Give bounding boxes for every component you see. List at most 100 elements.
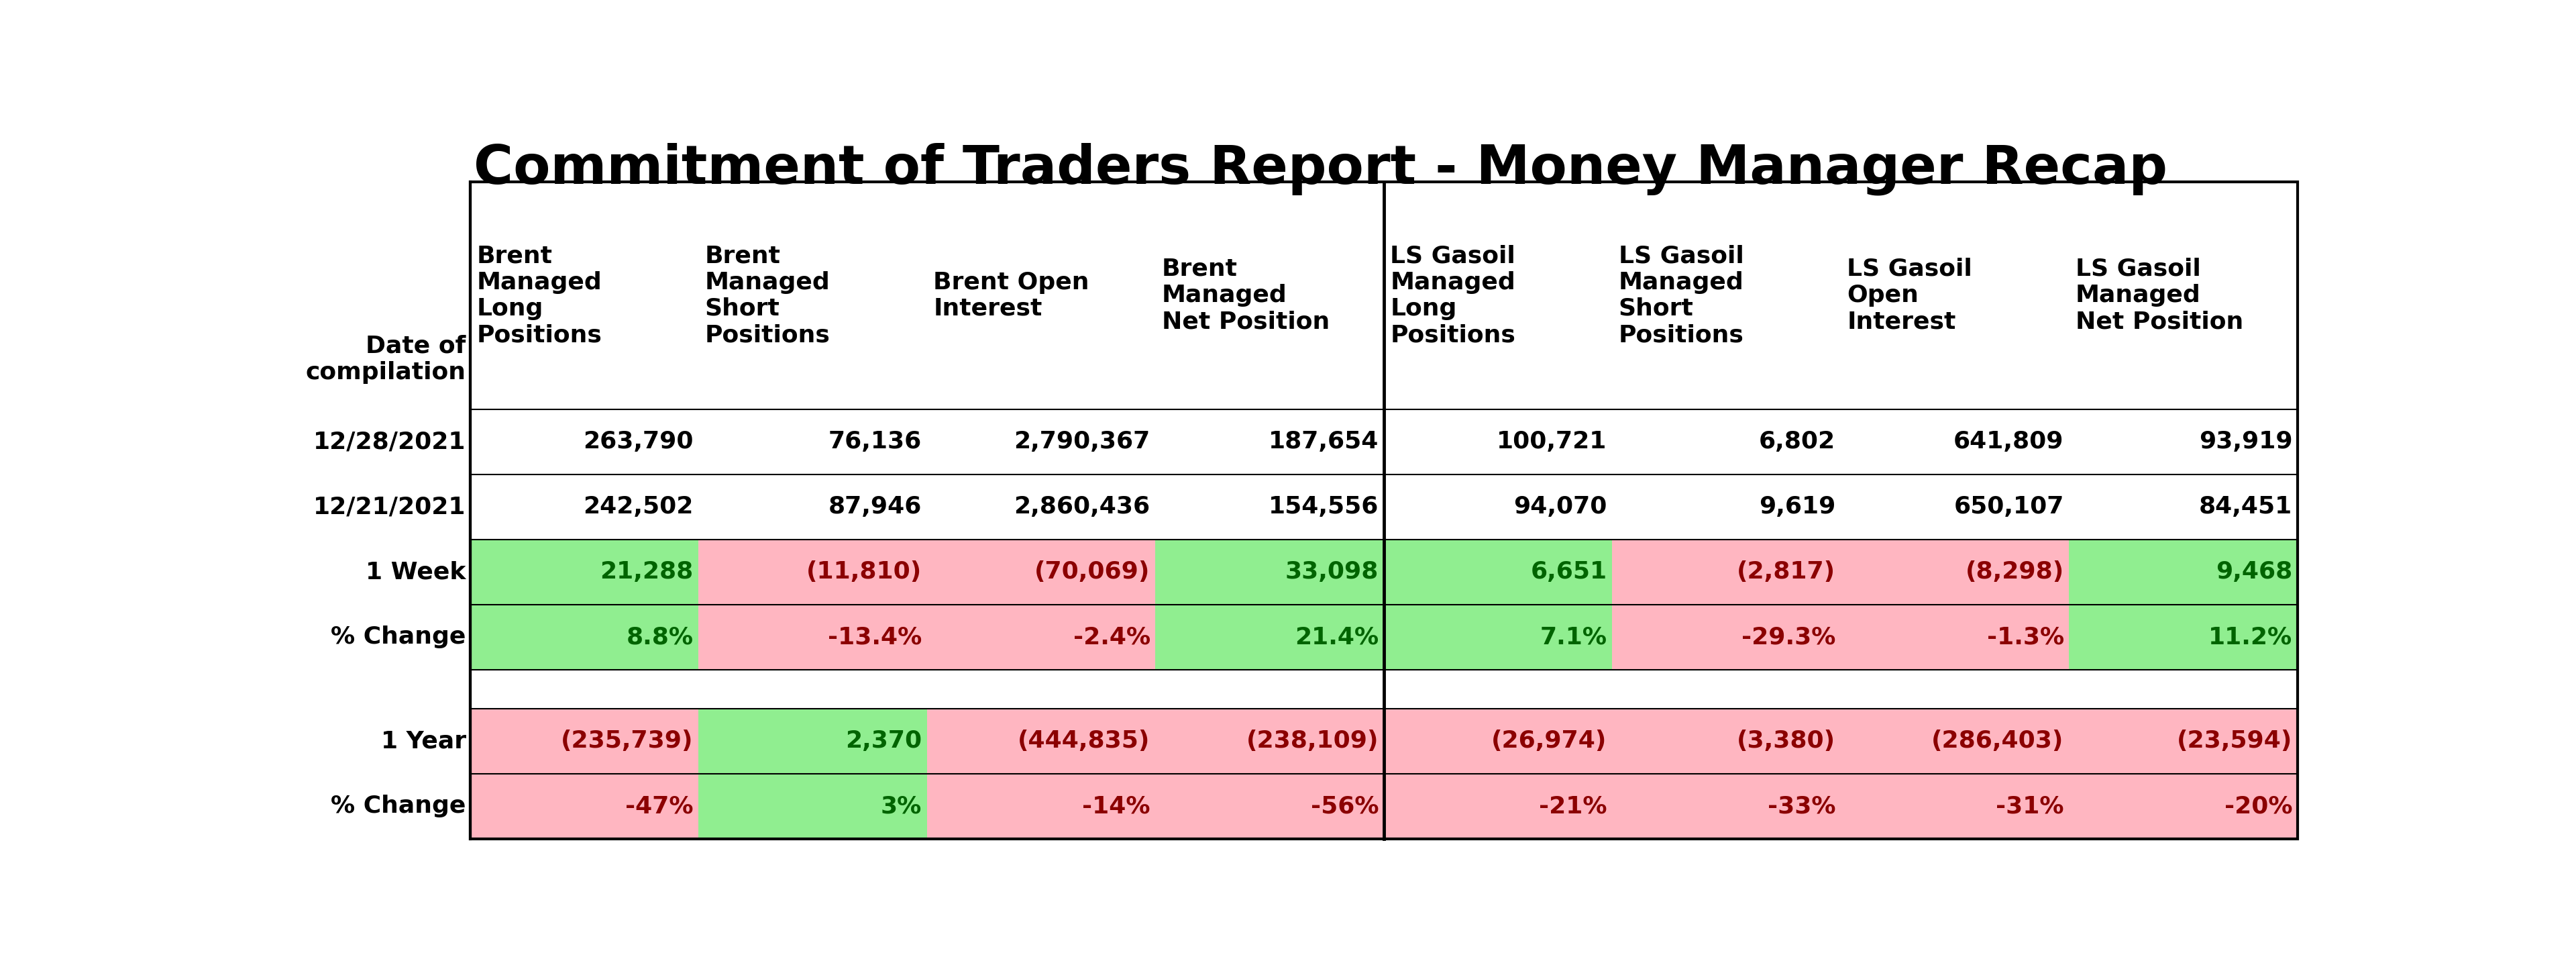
Bar	[471, 181, 2298, 410]
Bar	[322, 410, 471, 475]
Text: LS Gasoil
Managed
Short
Positions: LS Gasoil Managed Short Positions	[1618, 244, 1744, 347]
Bar	[1842, 539, 2069, 604]
Bar	[471, 709, 698, 774]
Text: 1 Week: 1 Week	[366, 560, 466, 583]
Text: (286,403): (286,403)	[1932, 730, 2063, 753]
Bar	[1842, 604, 2069, 670]
Text: 2,370: 2,370	[845, 730, 922, 753]
Bar	[2069, 774, 2298, 839]
Bar	[927, 774, 1157, 839]
Bar	[1157, 539, 1383, 604]
Text: (444,835): (444,835)	[1018, 730, 1151, 753]
Bar	[1613, 410, 1842, 475]
Bar	[1383, 410, 1613, 475]
Text: (23,594): (23,594)	[2177, 730, 2293, 753]
Bar	[1157, 774, 1383, 839]
Bar	[1157, 410, 1383, 475]
Text: LS Gasoil
Open
Interest: LS Gasoil Open Interest	[1847, 257, 1973, 334]
Text: % Change: % Change	[330, 795, 466, 818]
Text: (238,109): (238,109)	[1247, 730, 1378, 753]
Bar	[1383, 709, 1613, 774]
Bar	[1613, 670, 1842, 709]
Text: 242,502: 242,502	[582, 496, 693, 518]
Bar	[927, 410, 1157, 475]
Bar	[2069, 604, 2298, 670]
Bar	[2069, 670, 2298, 709]
Text: -56%: -56%	[1311, 795, 1378, 818]
Text: 3%: 3%	[881, 795, 922, 818]
Bar	[1842, 709, 2069, 774]
Text: % Change: % Change	[330, 626, 466, 649]
Text: LS Gasoil
Managed
Long
Positions: LS Gasoil Managed Long Positions	[1391, 244, 1515, 347]
Text: 76,136: 76,136	[829, 431, 922, 454]
Text: 12/21/2021: 12/21/2021	[314, 496, 466, 518]
Text: LS Gasoil
Managed
Net Position: LS Gasoil Managed Net Position	[2076, 257, 2244, 334]
Bar	[471, 670, 698, 709]
Text: Date of
compilation: Date of compilation	[307, 335, 466, 384]
Bar	[1613, 774, 1842, 839]
Bar	[471, 604, 698, 670]
Bar	[1157, 475, 1383, 539]
Bar	[698, 670, 927, 709]
Text: -33%: -33%	[1767, 795, 1837, 818]
Bar	[471, 181, 2298, 839]
Bar	[698, 475, 927, 539]
Text: 2,790,367: 2,790,367	[1015, 431, 1151, 454]
Text: (11,810): (11,810)	[806, 560, 922, 583]
Text: Brent
Managed
Net Position: Brent Managed Net Position	[1162, 257, 1329, 334]
Bar	[1157, 709, 1383, 774]
Bar	[1613, 539, 1842, 604]
Text: 1 Year: 1 Year	[381, 730, 466, 753]
Text: 87,946: 87,946	[829, 496, 922, 518]
Bar	[1613, 604, 1842, 670]
Text: -14%: -14%	[1082, 795, 1151, 818]
Text: (235,739): (235,739)	[562, 730, 693, 753]
Text: Brent
Managed
Long
Positions: Brent Managed Long Positions	[477, 244, 603, 347]
Bar	[1383, 670, 1613, 709]
Bar	[698, 539, 927, 604]
Bar	[2069, 709, 2298, 774]
Bar	[322, 774, 471, 839]
Bar	[322, 709, 471, 774]
Bar	[1157, 604, 1383, 670]
Bar	[1383, 774, 1613, 839]
Text: 11.2%: 11.2%	[2208, 626, 2293, 649]
Text: 7.1%: 7.1%	[1540, 626, 1607, 649]
Text: 2,860,436: 2,860,436	[1015, 496, 1151, 518]
Text: -13.4%: -13.4%	[827, 626, 922, 649]
Text: 21,288: 21,288	[600, 560, 693, 583]
Text: 187,654: 187,654	[1267, 431, 1378, 454]
Bar	[2069, 475, 2298, 539]
Bar	[698, 410, 927, 475]
Text: 100,721: 100,721	[1497, 431, 1607, 454]
Text: -29.3%: -29.3%	[1741, 626, 1837, 649]
Text: 263,790: 263,790	[582, 431, 693, 454]
Bar	[1383, 604, 1613, 670]
Bar	[1383, 475, 1613, 539]
Text: Brent Open
Interest: Brent Open Interest	[933, 271, 1090, 320]
Text: 21.4%: 21.4%	[1296, 626, 1378, 649]
Text: -20%: -20%	[2223, 795, 2293, 818]
Text: 94,070: 94,070	[1515, 496, 1607, 518]
Bar	[322, 475, 471, 539]
Bar	[698, 709, 927, 774]
Bar	[1613, 709, 1842, 774]
Text: -2.4%: -2.4%	[1074, 626, 1151, 649]
Bar	[1613, 475, 1842, 539]
Bar	[927, 709, 1157, 774]
Bar	[927, 475, 1157, 539]
Text: 84,451: 84,451	[2200, 496, 2293, 518]
Text: 154,556: 154,556	[1267, 496, 1378, 518]
Bar	[322, 539, 471, 604]
Text: (70,069): (70,069)	[1036, 560, 1151, 583]
Bar	[927, 539, 1157, 604]
Bar	[2069, 539, 2298, 604]
Bar	[698, 774, 927, 839]
Text: (2,817): (2,817)	[1736, 560, 1837, 583]
Bar	[471, 774, 698, 839]
Bar	[322, 181, 471, 410]
Text: 12/28/2021: 12/28/2021	[314, 431, 466, 454]
Bar	[1842, 410, 2069, 475]
Bar	[1842, 774, 2069, 839]
Bar	[471, 475, 698, 539]
